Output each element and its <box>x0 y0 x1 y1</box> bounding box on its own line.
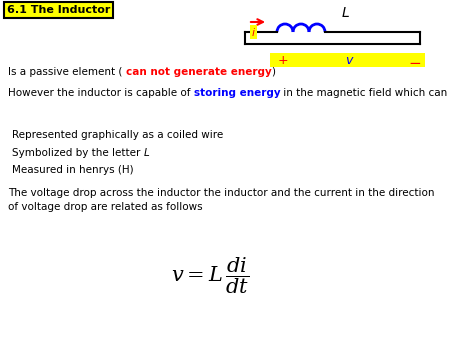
Text: ): ) <box>271 67 275 77</box>
Text: $+$: $+$ <box>277 54 288 67</box>
Text: 6.1 The Inductor: 6.1 The Inductor <box>7 5 110 15</box>
Text: $i$: $i$ <box>251 26 256 38</box>
Bar <box>270 53 425 67</box>
Text: However the inductor is capable of: However the inductor is capable of <box>8 88 194 98</box>
Text: Represented graphically as a coiled wire: Represented graphically as a coiled wire <box>12 130 223 140</box>
Text: $v = L\,\dfrac{di}{dt}$: $v = L\,\dfrac{di}{dt}$ <box>171 255 249 295</box>
Text: can not generate energy: can not generate energy <box>126 67 271 77</box>
Text: Is a passive element (: Is a passive element ( <box>8 67 126 77</box>
Text: of voltage drop are related as follows: of voltage drop are related as follows <box>8 202 202 212</box>
Text: $v$: $v$ <box>345 54 355 67</box>
Text: Symbolized by the letter: Symbolized by the letter <box>12 148 144 158</box>
Text: Measured in henrys (H): Measured in henrys (H) <box>12 165 134 175</box>
Text: $-$: $-$ <box>409 54 422 69</box>
Text: The voltage drop across the inductor the inductor and the current in the directi: The voltage drop across the inductor the… <box>8 188 435 198</box>
Text: L: L <box>144 148 149 158</box>
Text: $L$: $L$ <box>341 6 350 20</box>
Text: storing energy: storing energy <box>194 88 280 98</box>
Text: in the magnetic field which can be released: in the magnetic field which can be relea… <box>280 88 450 98</box>
